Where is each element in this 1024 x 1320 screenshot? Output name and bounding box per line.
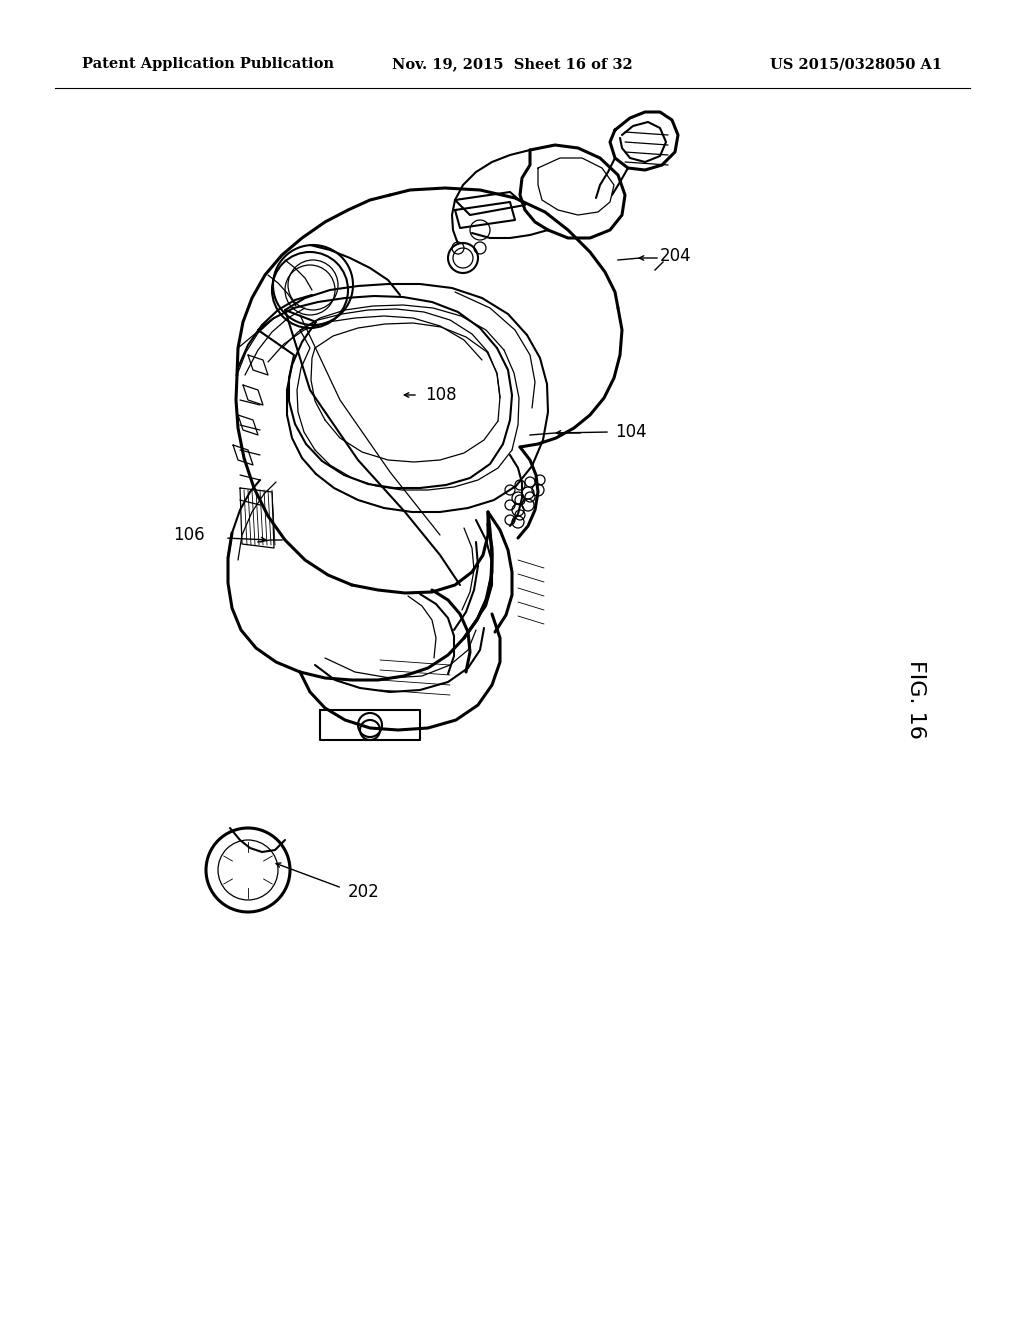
Text: FIG. 16: FIG. 16 xyxy=(906,660,927,739)
Text: 204: 204 xyxy=(660,247,691,265)
Text: Patent Application Publication: Patent Application Publication xyxy=(82,57,334,71)
Text: 202: 202 xyxy=(348,883,380,902)
Text: 104: 104 xyxy=(615,422,646,441)
Text: 106: 106 xyxy=(173,525,205,544)
Text: 108: 108 xyxy=(425,385,457,404)
Text: US 2015/0328050 A1: US 2015/0328050 A1 xyxy=(770,57,942,71)
Text: Nov. 19, 2015  Sheet 16 of 32: Nov. 19, 2015 Sheet 16 of 32 xyxy=(391,57,633,71)
